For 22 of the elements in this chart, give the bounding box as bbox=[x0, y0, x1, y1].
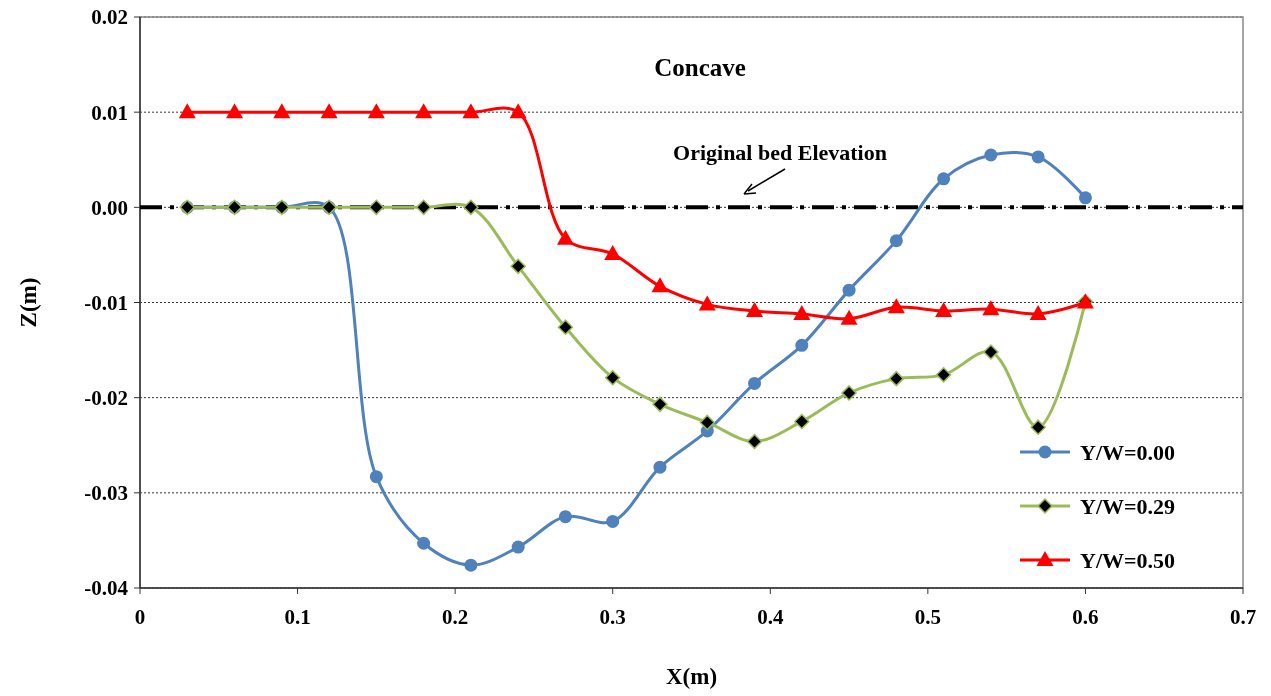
x-tick-label: 0.3 bbox=[599, 605, 626, 629]
legend-label: Y/W=0.00 bbox=[1080, 439, 1176, 465]
x-tick-label: 0.5 bbox=[914, 605, 941, 629]
x-tick-label: 0.7 bbox=[1229, 605, 1257, 629]
ref-line-label: Original bed Elevation bbox=[673, 140, 887, 166]
x-tick-label: 0.1 bbox=[284, 605, 311, 629]
x-tick-label: 0.6 bbox=[1072, 605, 1099, 629]
y-tick-label: -0.02 bbox=[84, 386, 128, 411]
legend-label: Y/W=0.50 bbox=[1080, 547, 1176, 573]
x-axis-title: X(m) bbox=[665, 664, 718, 689]
y-tick-label: 0.01 bbox=[91, 100, 128, 125]
y-tick-label: 0.02 bbox=[91, 5, 128, 30]
legend-label: Y/W=0.29 bbox=[1080, 493, 1176, 519]
x-tick-label: 0.4 bbox=[757, 605, 784, 629]
y-tick-label: -0.04 bbox=[84, 576, 129, 601]
y-axis-title: Z(m) bbox=[16, 277, 41, 328]
x-tick-label: 0 bbox=[134, 605, 146, 629]
x-tick-label: 0.2 bbox=[442, 605, 469, 629]
text: Concave bbox=[654, 54, 746, 81]
y-tick-label: 0.00 bbox=[91, 195, 128, 220]
y-tick-label: -0.03 bbox=[84, 481, 128, 506]
y-tick-label: -0.01 bbox=[84, 290, 128, 315]
